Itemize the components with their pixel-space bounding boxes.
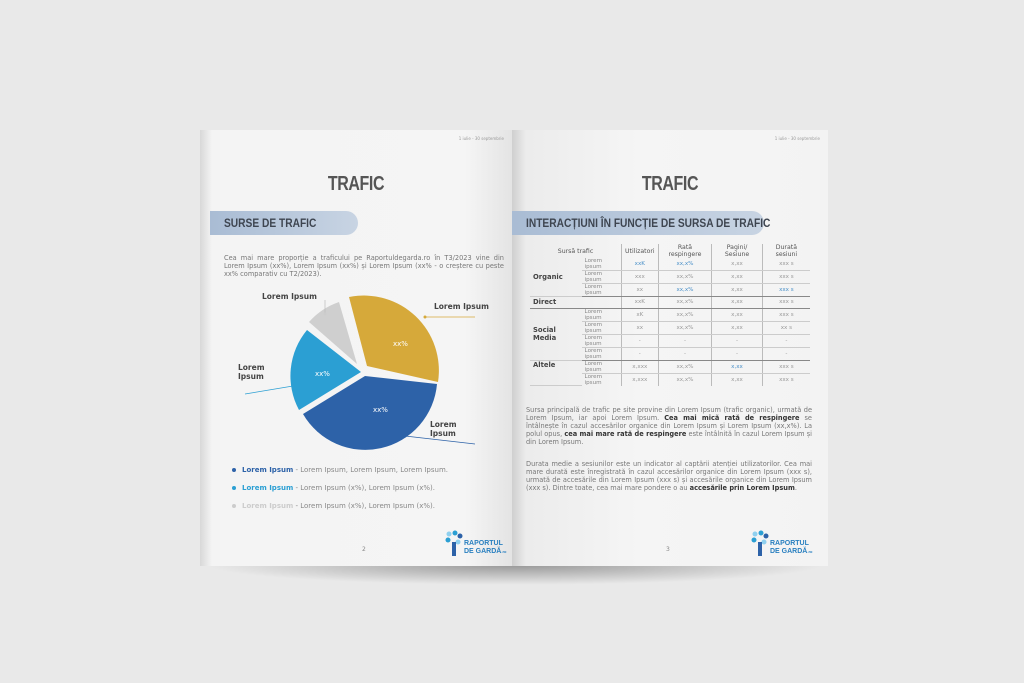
table-row: Organic Lorem ipsum xxK xx,x% x,xx xxx s [530,258,810,297]
paragraph-session-duration: Durata medie a sesiunilor este un indica… [526,460,812,492]
table-row: Lorem ipsum xx xx,x% x,xx xx s [530,321,810,335]
table-row: Lorem ipsum - - - - [530,334,810,348]
left-page: 1 iulie - 30 septembrie TRAFIC SURSE DE … [200,130,512,566]
right-page: 1 iulie - 30 septembrie TRAFIC INTERACȚI… [512,130,828,566]
pie-label-dark-blue: Lorem Ipsum [430,420,457,438]
slice-label: xx% [393,340,408,348]
slice-label: xx% [315,370,330,378]
bullet-item: Lorem Ipsum - Lorem Ipsum (x%), Lorem Ip… [232,484,448,492]
legend-bullets: Lorem Ipsum - Lorem Ipsum, Lorem Ipsum, … [232,466,448,510]
bullet-dot-icon [232,468,236,472]
page-title: TRAFIC [641,173,699,195]
tree-logo-icon [445,530,463,556]
table-row: Lorem ipsum x,xxx xx,x% x,xx xxx s [530,373,810,386]
section-header: SURSE DE TRAFIC [210,211,358,235]
table-row: Lorem ipsum xx xx,x% x,xx xxx s [530,283,810,297]
date-range: 1 iulie - 30 septembrie [458,136,504,141]
page-number: 2 [362,546,366,553]
intro-paragraph: Cea mai mare proporție a traficului pe R… [224,254,504,278]
pie-chart: xx% xx% xx% [244,295,476,450]
page-number: 3 [666,546,670,553]
slice-label: xx% [373,406,388,414]
page-title: TRAFIC [327,173,385,195]
bullet-item: Lorem Ipsum - Lorem Ipsum, Lorem Ipsum, … [232,466,448,474]
pie-slice-grey [309,302,357,364]
bullet-dot-icon [232,486,236,490]
logo: RAPORTUL DE GARDĂ.ro [444,530,506,556]
table-row: Direct xxK xx,x% x,xx xxx s [530,296,810,309]
pie-label-grey: Lorem Ipsum [262,292,317,301]
logo: RAPORTUL DE GARDĂ.ro [750,530,812,556]
date-range: 1 iulie - 30 septembrie [774,136,820,141]
pie-slice-light-blue [290,330,361,410]
pie-slice-dark-blue [303,376,437,450]
paragraph-bounce-rate: Sursa principală de trafic pe site provi… [526,406,812,446]
table-row: Altele Lorem ipsum x,xxx xx,x% x,xx xxx s [530,360,810,386]
table-row: Social Media Lorem ipsum xK xx,x% x,xx xxx s [530,308,810,361]
pie-label-light-blue: Lorem Ipsum [238,363,265,381]
table-row: Lorem ipsum - - - - [530,347,810,361]
table-row: Lorem ipsum xxx xx,x% x,xx xxx s [530,270,810,284]
section-header: INTERACȚIUNI ÎN FUNCȚIE DE SURSA DE TRAF… [512,211,770,235]
bullet-item: Lorem Ipsum - Lorem Ipsum (x%), Lorem Ip… [232,502,448,510]
bullet-dot-icon [232,504,236,508]
traffic-table: Sursă trafic Utilizatori Rată respingere Pa… [530,244,810,386]
pie-label-gold: Lorem Ipsum [434,302,489,311]
tree-logo-icon [751,530,769,556]
pie-slice-gold [349,295,439,382]
